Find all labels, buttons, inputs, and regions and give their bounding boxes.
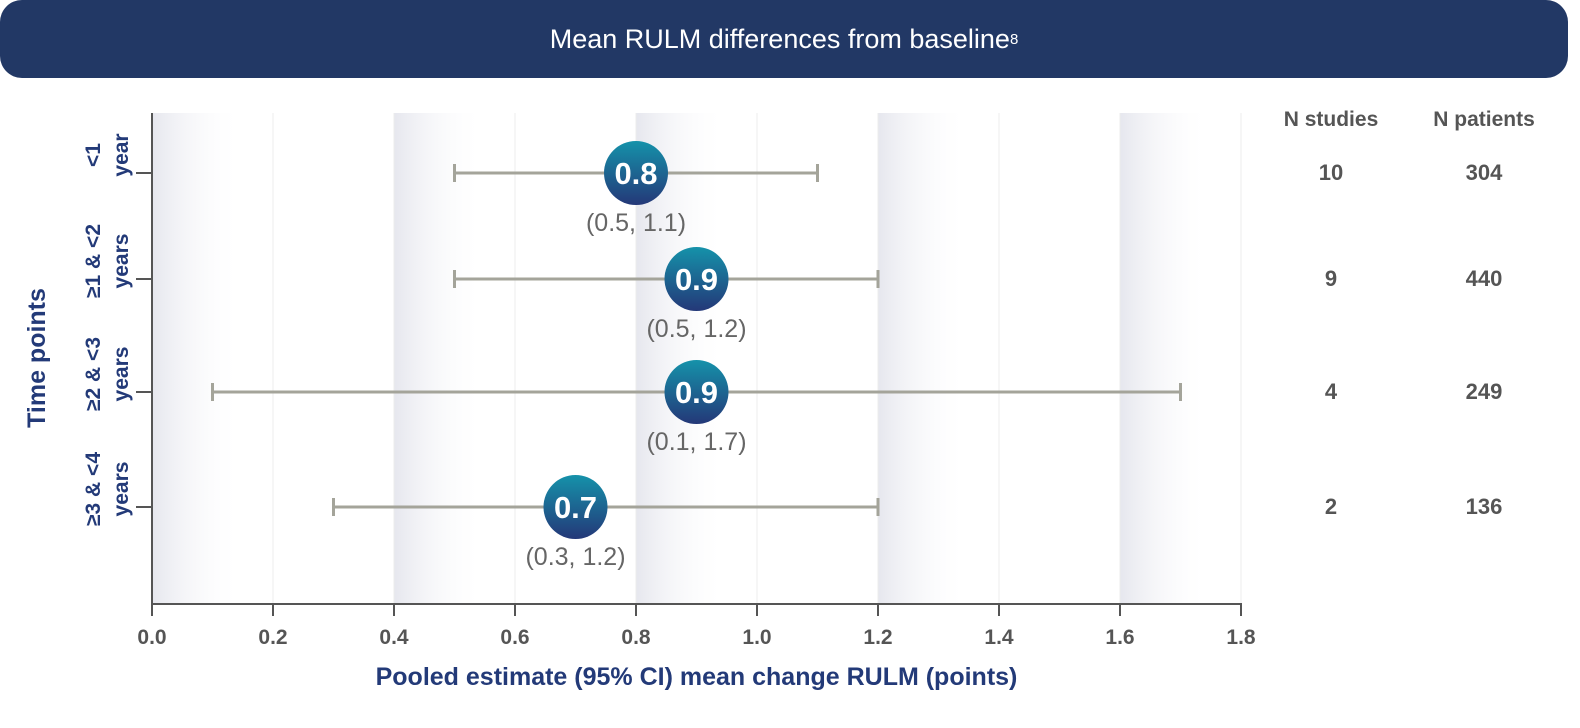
cell-n-studies: 4 <box>1324 379 1338 404</box>
y-category-label: years <box>110 234 133 289</box>
column-header-n-studies: N studies <box>1283 108 1379 131</box>
y-category-label: ≥1 & <2 <box>82 224 105 298</box>
ci-label: (0.5, 1.2) <box>646 315 746 343</box>
shaded-band <box>152 113 243 604</box>
y-axis-label: Time points <box>23 288 51 428</box>
ci-label: (0.5, 1.1) <box>586 209 686 237</box>
x-tick-label: 0.2 <box>258 626 287 649</box>
cell-n-studies: 10 <box>1318 160 1344 185</box>
cell-n-patients: 440 <box>1465 266 1503 291</box>
estimate-marker <box>664 247 729 311</box>
column-header-n-patients: N patients <box>1433 108 1535 131</box>
estimate-label: 0.7 <box>554 490 597 525</box>
x-tick-label: 1.6 <box>1105 626 1134 649</box>
estimate-marker <box>664 360 729 424</box>
x-tick-label: 0.4 <box>379 626 409 649</box>
estimate-label: 0.9 <box>675 262 718 297</box>
x-tick-label: 0.8 <box>621 626 651 649</box>
shaded-band <box>394 113 485 604</box>
cell-n-patients: 249 <box>1465 379 1503 404</box>
x-tick-label: 1.4 <box>984 626 1014 649</box>
estimate-label: 0.9 <box>675 375 718 410</box>
cell-n-studies: 2 <box>1324 494 1338 519</box>
estimate-label: 0.8 <box>614 156 657 191</box>
cell-n-patients: 136 <box>1465 494 1503 519</box>
y-category-label: <1 <box>82 143 105 167</box>
cell-n-patients: 304 <box>1465 160 1503 185</box>
x-tick-label: 0.6 <box>500 626 529 649</box>
cell-n-studies: 9 <box>1324 266 1338 291</box>
y-category-label: years <box>110 347 133 402</box>
y-category-label: year <box>110 133 133 176</box>
shaded-band <box>878 113 969 604</box>
title-superscript: 8 <box>1009 30 1019 48</box>
estimate-marker <box>543 475 608 539</box>
x-tick-label: 1.8 <box>1226 626 1256 649</box>
estimate-marker <box>604 141 668 205</box>
ci-label: (0.3, 1.2) <box>525 543 625 571</box>
y-category-label: ≥3 & <4 <box>82 452 105 526</box>
x-tick-label: 1.2 <box>863 626 892 649</box>
x-tick-label: 0.0 <box>137 626 166 649</box>
x-tick-label: 1.0 <box>742 626 771 649</box>
y-category-label: ≥2 & <3 <box>82 337 105 411</box>
chart-title: Mean RULM differences from baseline <box>549 23 1010 54</box>
shaded-band <box>1120 113 1211 604</box>
ci-label: (0.1, 1.7) <box>646 428 746 456</box>
x-axis-label: Pooled estimate (95% CI) mean change RUL… <box>376 663 1018 691</box>
y-category-label: years <box>110 462 133 517</box>
chart-title-bar: Mean RULM differences from baseline 8 <box>0 0 1568 78</box>
